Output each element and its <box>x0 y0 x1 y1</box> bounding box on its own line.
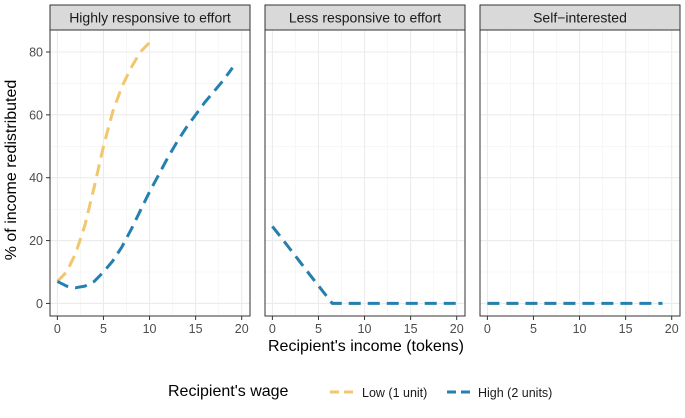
legend: Recipient's wage Low (1 unit) High (2 un… <box>168 383 552 400</box>
x-tick-label: 0 <box>269 322 276 336</box>
x-tick-label: 20 <box>235 322 249 336</box>
panels-layer: Highly responsive to effort 0 5 10 15 20 0 20 40… <box>29 4 681 336</box>
x-tick-label: 0 <box>54 322 61 336</box>
x-tick-label: 10 <box>358 322 372 336</box>
panel-strip <box>264 4 466 31</box>
panel-strip-label: Self−interested <box>533 10 627 26</box>
y-tick-label: 0 <box>36 297 43 311</box>
panel-strip <box>49 4 251 31</box>
x-tick-label: 15 <box>404 322 418 336</box>
x-tick-label: 5 <box>315 322 322 336</box>
panel-strip <box>479 4 681 31</box>
panel-2: Less responsive to effort 0 5 10 15 20 <box>264 4 466 336</box>
series-line-low <box>56 41 151 283</box>
y-tick-label: 40 <box>29 171 43 185</box>
y-tick-label: 80 <box>29 46 43 60</box>
series-line-high <box>56 66 234 290</box>
x-tick-label: 5 <box>100 322 107 336</box>
series-line-high <box>271 225 457 305</box>
x-tick-label: 10 <box>143 322 157 336</box>
legend-label-low: Low (1 unit) <box>362 386 427 400</box>
x-tick-label: 5 <box>530 322 537 336</box>
x-tick-label: 15 <box>619 322 633 336</box>
panel-1: Highly responsive to effort 0 5 10 15 20 0 20 40… <box>29 4 251 336</box>
x-tick-label: 20 <box>665 322 679 336</box>
x-tick-label: 10 <box>573 322 587 336</box>
x-tick-label: 20 <box>450 322 464 336</box>
y-tick-label: 20 <box>29 234 43 248</box>
panel-strip-label: Highly responsive to effort <box>69 10 231 26</box>
panel-3: Self−interested 0 5 10 15 20 <box>479 4 681 336</box>
legend-title: Recipient's wage <box>168 383 289 400</box>
x-tick-label: 0 <box>484 322 491 336</box>
x-tick-label: 15 <box>189 322 203 336</box>
y-axis-title: % of income redistributed <box>3 80 20 261</box>
y-tick-label: 60 <box>29 108 43 122</box>
panel-strip-label: Less responsive to effort <box>289 10 441 26</box>
legend-label-high: High (2 units) <box>478 386 552 400</box>
x-axis-title: Recipient's income (tokens) <box>268 338 464 355</box>
